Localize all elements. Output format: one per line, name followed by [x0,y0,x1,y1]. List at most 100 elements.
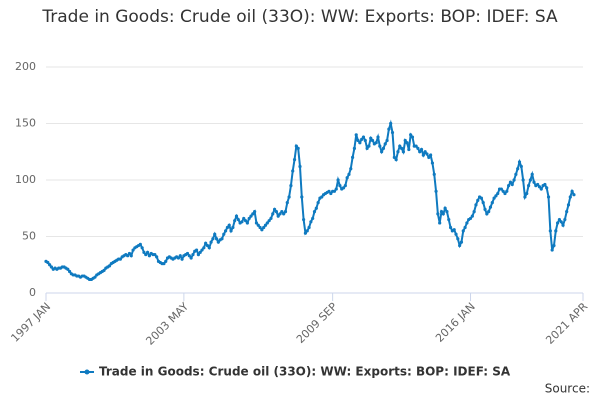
point [456,237,460,241]
point [153,252,157,257]
y-tick-label: 0 [29,286,36,299]
point [272,207,277,211]
point [423,150,427,154]
point [360,137,364,141]
point [180,257,184,261]
point [429,153,433,157]
y-tick-label: 150 [15,117,36,130]
point [396,150,400,154]
point [213,232,217,236]
point [222,232,226,236]
point [292,158,297,162]
point [296,146,300,150]
point [278,212,282,216]
x-tick-label: 2021 APR [543,300,590,347]
point [93,275,97,279]
point [441,212,445,216]
point [385,138,389,143]
point [546,195,551,199]
y-tick-label: 200 [15,60,36,73]
point [476,198,480,202]
point [387,127,391,131]
point [463,225,467,230]
point [144,252,148,257]
point [352,146,357,150]
x-tick-label: 2003 MAY [143,300,191,348]
point [409,133,413,137]
point [198,250,202,254]
point [294,144,298,148]
point [271,212,275,216]
point [516,167,520,171]
point [392,155,396,159]
point [481,201,485,205]
point [211,237,215,241]
point [129,254,133,258]
point [48,263,52,267]
point [447,217,451,222]
point [220,237,224,241]
point [526,184,531,188]
point [285,201,289,205]
point [370,138,375,143]
point [487,210,491,214]
point [227,223,231,227]
point [234,214,239,218]
point [425,152,429,156]
point [514,172,518,176]
point [254,221,259,225]
point [565,210,569,214]
point [316,201,320,205]
point [338,184,342,188]
point [138,242,142,247]
point [345,176,349,180]
point [282,212,286,216]
point [358,141,362,145]
point [445,210,449,214]
legend-text: Trade in Goods: Crude oil (33O): WW: Exp… [99,365,511,379]
point [347,172,351,176]
point [187,254,191,258]
point [354,133,358,137]
point [552,243,556,248]
point [356,138,360,143]
point [205,243,210,248]
point [572,193,576,197]
point [394,158,398,162]
point [556,221,560,225]
point [472,210,476,214]
point [289,184,293,188]
point [280,210,284,214]
point [312,210,317,214]
point [508,180,513,184]
point [140,246,144,250]
point [369,136,373,140]
point [503,191,507,196]
point [381,146,386,150]
point [349,167,353,171]
point [459,240,464,244]
point [67,269,72,274]
point [545,186,549,190]
point [329,191,333,196]
point [403,138,407,143]
point [147,254,152,258]
point [474,203,478,207]
point [510,182,514,187]
point [233,219,237,223]
point [566,203,571,207]
point [536,182,540,187]
point [407,147,411,152]
point [253,210,257,214]
point [185,251,190,256]
point [390,130,395,135]
point [334,187,338,191]
point [465,221,469,225]
point [262,225,266,230]
point [118,257,122,261]
point [554,229,558,233]
chart-title: Trade in Goods: Crude oil (33O): WW: Exp… [42,7,558,27]
point [378,144,382,148]
point [145,250,150,254]
point [528,178,532,182]
